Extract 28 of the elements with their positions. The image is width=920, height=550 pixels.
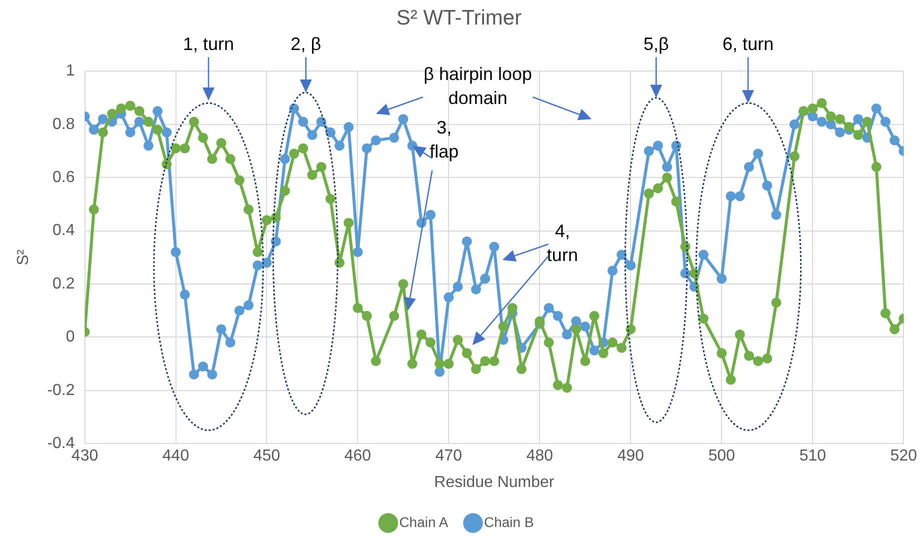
annotation: 3, flap xyxy=(430,117,459,162)
x-tick-label: 440 xyxy=(162,448,190,465)
y-tick-label: 0.6 xyxy=(52,169,75,186)
legend-label: Chain A xyxy=(399,514,449,530)
x-tick-label: 450 xyxy=(253,448,280,465)
x-tick-label: 500 xyxy=(708,448,736,465)
y-axis-title: S² xyxy=(15,248,32,266)
y-tick-label: 0.8 xyxy=(52,116,75,133)
x-tick-label: 460 xyxy=(344,448,372,465)
x-tick-label: 490 xyxy=(617,448,644,465)
y-tick-label: 0 xyxy=(66,328,75,346)
text: 6, turn xyxy=(722,34,774,54)
text: 5,β xyxy=(643,34,669,54)
x-tick-label: 480 xyxy=(526,448,554,465)
text: 1, turn xyxy=(182,34,234,54)
y-tick-label: 0.2 xyxy=(52,275,75,292)
y-tick-label: -0.2 xyxy=(47,382,75,399)
x-tick-label: 520 xyxy=(890,448,918,465)
x-axis-title: Residue Number xyxy=(434,474,555,491)
legend-label: Chain B xyxy=(484,514,534,530)
annotation: β hairpin loop domain xyxy=(424,64,532,108)
annotation: 4, turn xyxy=(546,221,578,266)
y-tick-label: 0.4 xyxy=(52,222,75,240)
text: 2, β xyxy=(290,34,322,54)
x-tick-label: 470 xyxy=(435,448,462,465)
x-tick-label: 510 xyxy=(799,448,826,465)
chart-title: S² WT-Trimer xyxy=(396,6,522,30)
y-tick-label: 1 xyxy=(66,62,75,80)
